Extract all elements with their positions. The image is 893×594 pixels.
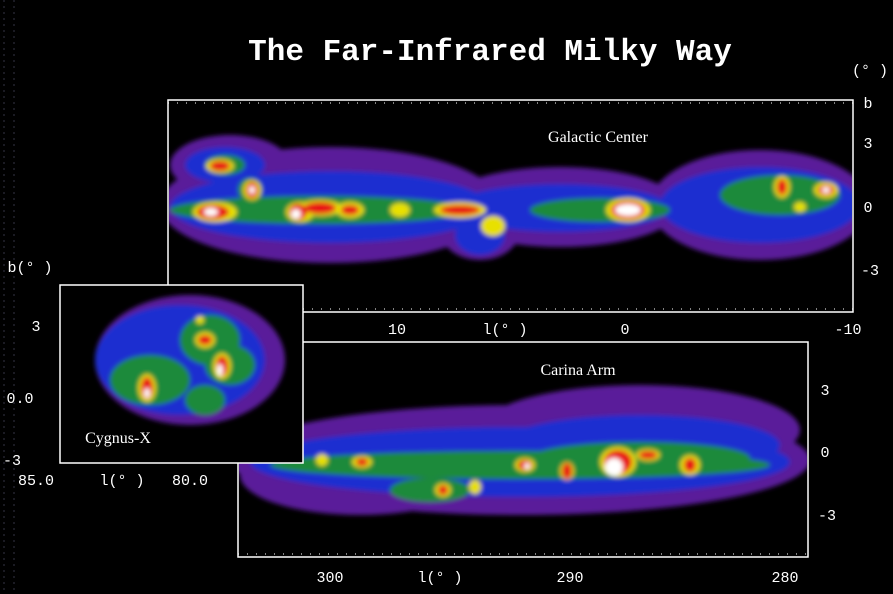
x-tick-label: 80.0 bbox=[172, 473, 208, 490]
emission-blob bbox=[794, 202, 806, 212]
y-tick-label: 0.0 bbox=[6, 391, 33, 408]
panel-label: Galactic Center bbox=[548, 129, 649, 146]
emission-blob bbox=[524, 463, 530, 469]
panel-label: Carina Arm bbox=[540, 362, 616, 379]
x-tick-label: 280 bbox=[771, 570, 798, 587]
emission-blob bbox=[822, 187, 830, 193]
y-tick-label: 3 bbox=[863, 136, 872, 153]
emission-blob bbox=[562, 463, 572, 479]
emission-blob bbox=[605, 458, 623, 476]
x-axis-label: l(° ) bbox=[482, 322, 527, 339]
emission-blob bbox=[356, 458, 368, 466]
emission-blob bbox=[185, 385, 225, 415]
y-tick-label: 0 bbox=[863, 200, 872, 217]
unit-label: (° ) bbox=[852, 63, 888, 80]
emission-blob bbox=[390, 203, 410, 217]
page: The Far-Infrared Milky Way (° ) Galactic… bbox=[0, 0, 893, 594]
emission-blob bbox=[210, 161, 230, 171]
emission-blob bbox=[777, 179, 787, 195]
emission-blob bbox=[341, 205, 359, 215]
emission-blob bbox=[198, 335, 212, 345]
emission-blob bbox=[684, 458, 696, 472]
emission-blob bbox=[316, 454, 328, 466]
emission-blob bbox=[144, 388, 150, 398]
emission-blob bbox=[249, 186, 255, 194]
x-tick-label: 10 bbox=[388, 322, 406, 339]
y-axis-label: b(° ) bbox=[7, 260, 52, 277]
emission-blob bbox=[291, 209, 301, 219]
emission-blob bbox=[481, 216, 505, 236]
emission-blob bbox=[438, 485, 448, 495]
cygnus-x-map bbox=[95, 295, 285, 425]
y-tick-label: 3 bbox=[31, 319, 40, 336]
emission-blob bbox=[615, 204, 641, 216]
y-axis-label: b bbox=[863, 96, 872, 113]
emission-blob bbox=[469, 480, 481, 494]
y-tick-label: 0 bbox=[820, 445, 829, 462]
y-tick-label: -3 bbox=[3, 453, 21, 470]
emission-blob bbox=[390, 478, 470, 502]
title: The Far-Infrared Milky Way bbox=[248, 35, 732, 70]
emission-blob bbox=[196, 316, 204, 324]
x-tick-label: 300 bbox=[316, 570, 343, 587]
x-tick-label: -10 bbox=[834, 322, 861, 339]
x-tick-label: 85.0 bbox=[18, 473, 54, 490]
y-tick-label: 3 bbox=[820, 383, 829, 400]
emission-blob bbox=[304, 202, 336, 214]
x-axis-label: l(° ) bbox=[99, 473, 144, 490]
x-tick-label: 290 bbox=[556, 570, 583, 587]
y-tick-label: -3 bbox=[861, 263, 879, 280]
emission-blob bbox=[639, 451, 657, 459]
x-tick-label: 0 bbox=[620, 322, 629, 339]
emission bbox=[95, 295, 285, 425]
x-axis-label: l(° ) bbox=[417, 570, 462, 587]
figure: The Far-Infrared Milky Way (° ) Galactic… bbox=[0, 0, 893, 594]
y-tick-label: -3 bbox=[818, 508, 836, 525]
panel-label: Cygnus-X bbox=[85, 430, 151, 447]
emission-blob bbox=[204, 208, 218, 216]
emission-blob bbox=[217, 364, 223, 376]
emission-blob bbox=[440, 205, 480, 215]
